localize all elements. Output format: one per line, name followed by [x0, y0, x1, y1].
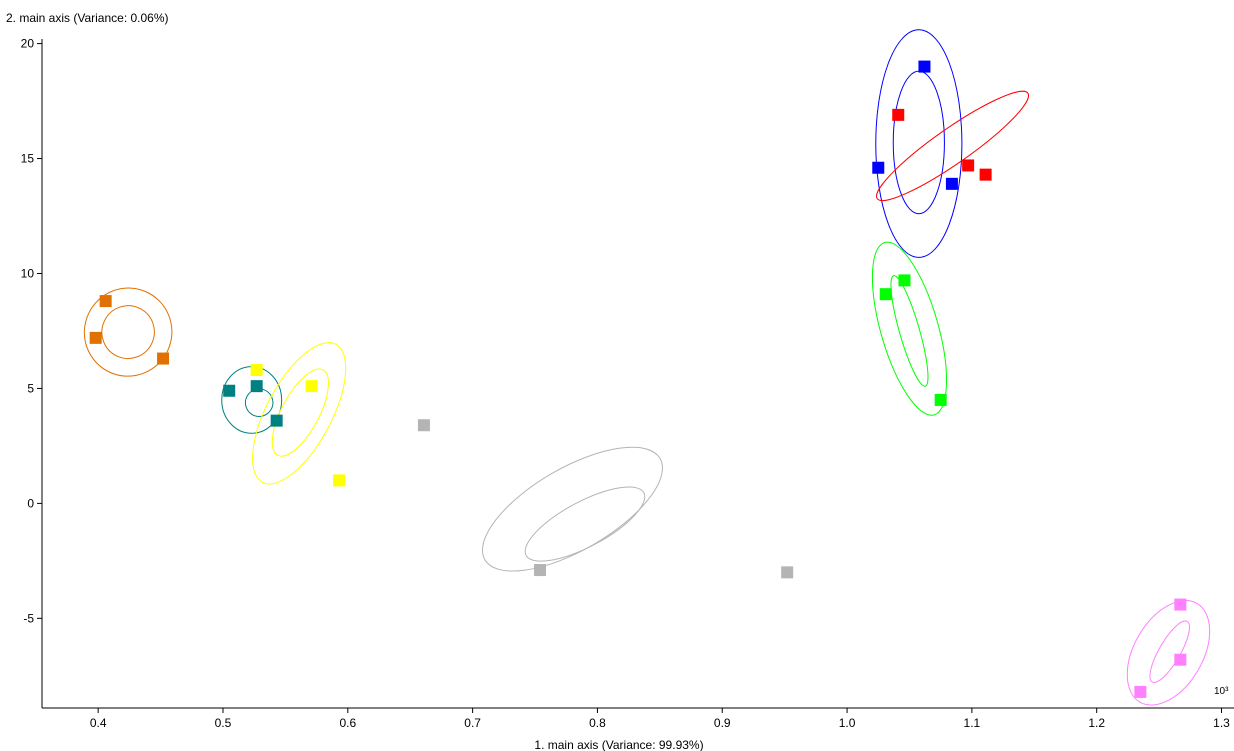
- data-points: [89, 60, 1187, 698]
- x-axis-label: 1. main axis (Variance: 99.93%): [534, 738, 703, 751]
- data-point: [918, 60, 931, 73]
- confidence-ellipse: [481, 446, 663, 572]
- data-point: [1134, 685, 1147, 698]
- data-point: [1174, 598, 1187, 611]
- y-tick-label: 15: [21, 152, 35, 166]
- data-point: [934, 393, 947, 406]
- confidence-ellipse: [1126, 600, 1211, 706]
- data-point: [979, 168, 992, 181]
- data-point: [305, 380, 318, 393]
- x-tick-label: 0.7: [464, 716, 481, 730]
- confidence-ellipse: [524, 486, 646, 562]
- x-unit-label: 10³: [1214, 686, 1229, 697]
- data-point: [270, 414, 283, 427]
- x-tick-label: 0.5: [215, 716, 232, 730]
- y-tick-label: 20: [21, 37, 35, 51]
- data-point: [1174, 653, 1187, 666]
- confidence-ellipse: [871, 241, 948, 416]
- data-point: [250, 380, 263, 393]
- data-point: [781, 566, 794, 579]
- data-point: [223, 384, 236, 397]
- data-point: [333, 474, 346, 487]
- data-point: [945, 177, 958, 190]
- x-ticks: 0.4 0.5 0.6 0.7 0.8 0.9 1.0 1.1 1.2 1.3: [90, 708, 1230, 730]
- y-tick-label: -5: [23, 611, 34, 625]
- data-point: [879, 288, 892, 301]
- confidence-ellipse: [890, 275, 929, 387]
- confidence-ellipse: [875, 29, 963, 258]
- x-tick-label: 0.4: [90, 716, 107, 730]
- confidence-ellipses: [83, 29, 1211, 706]
- data-point: [417, 419, 430, 432]
- data-point: [898, 274, 911, 287]
- data-point: [892, 108, 905, 121]
- x-tick-label: 0.9: [714, 716, 731, 730]
- data-point: [534, 564, 547, 577]
- data-point: [250, 364, 263, 377]
- y-axis-label: 2. main axis (Variance: 0.06%): [6, 11, 169, 25]
- data-point: [99, 295, 112, 308]
- x-tick-label: 1.2: [1088, 716, 1105, 730]
- x-tick-label: 1.0: [839, 716, 856, 730]
- confidence-ellipse: [252, 342, 347, 485]
- y-ticks: 20 15 10 5 0 -5: [21, 37, 42, 625]
- x-tick-label: 0.8: [589, 716, 606, 730]
- confidence-ellipse: [101, 305, 155, 360]
- y-tick-label: 0: [27, 496, 34, 510]
- data-point: [89, 331, 102, 344]
- data-point: [872, 161, 885, 174]
- confidence-ellipse: [271, 368, 329, 457]
- data-point: [962, 159, 975, 172]
- x-tick-label: 1.1: [964, 716, 981, 730]
- confidence-ellipse: [83, 287, 173, 377]
- confidence-ellipse: [1149, 620, 1190, 683]
- x-tick-label: 0.6: [339, 716, 356, 730]
- data-point: [157, 352, 170, 365]
- y-tick-label: 5: [27, 381, 34, 395]
- x-tick-label: 1.3: [1213, 716, 1230, 730]
- y-tick-label: 10: [21, 266, 35, 280]
- confidence-ellipse: [892, 70, 945, 215]
- confidence-ellipse: [244, 388, 274, 417]
